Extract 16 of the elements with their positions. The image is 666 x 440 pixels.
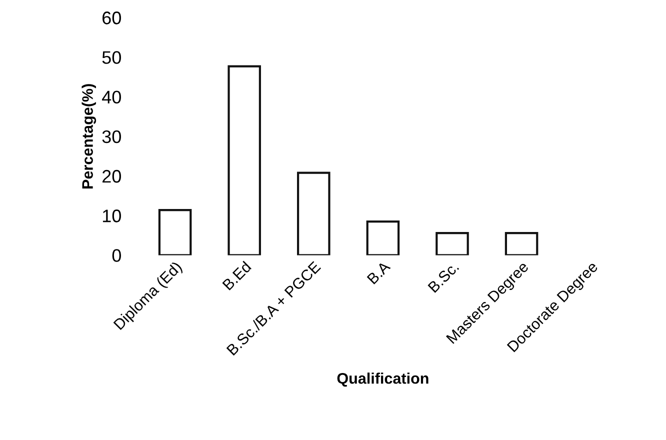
y-tick-label: 40: [102, 90, 121, 104]
bar: [158, 209, 192, 256]
y-tick-label: 30: [102, 130, 121, 144]
x-axis-title: Qualification: [337, 372, 428, 387]
y-tick-label: 10: [102, 210, 121, 222]
bar: [228, 65, 261, 256]
y-tick-label: 0: [112, 249, 121, 262]
y-tick-label: 50: [102, 51, 121, 64]
y-tick-label: 60: [102, 12, 121, 24]
bar: [504, 232, 538, 256]
bar: [297, 172, 330, 256]
y-tick-label: 20: [102, 170, 121, 183]
bar: [436, 232, 469, 256]
x-tick-label: B.A: [366, 260, 391, 284]
bar: [366, 220, 400, 256]
y-axis-title: Percentage(%): [82, 84, 96, 188]
